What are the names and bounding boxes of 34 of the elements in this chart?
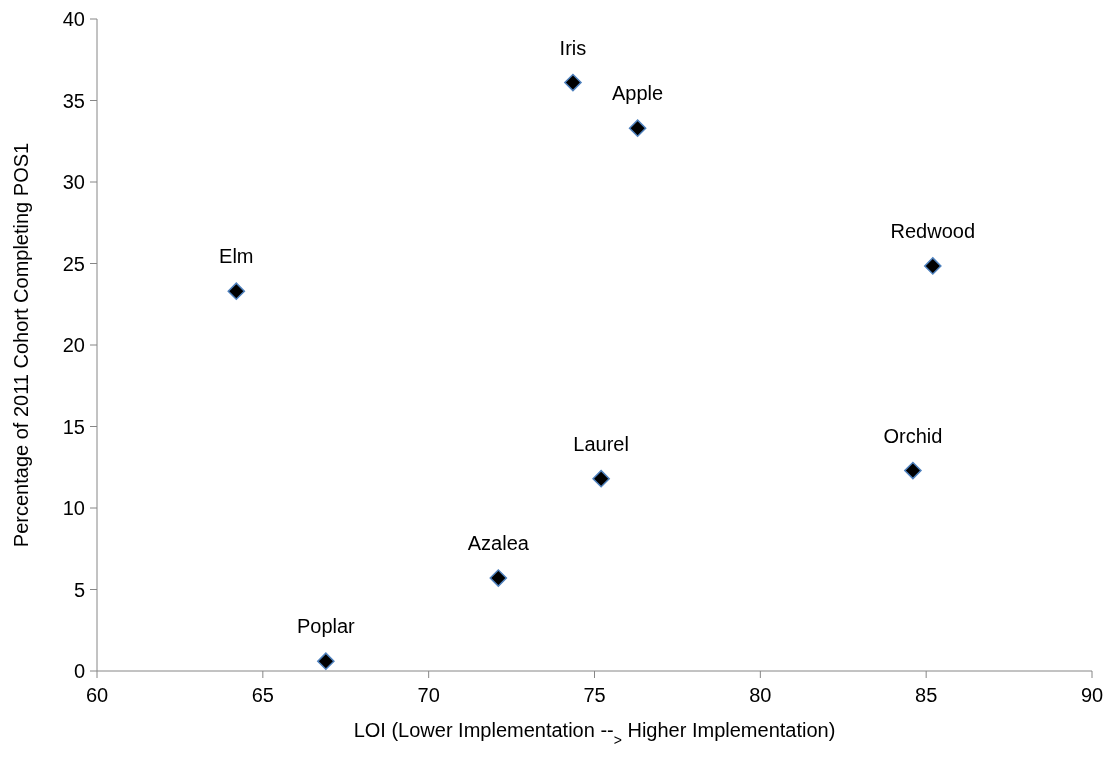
y-tick-label: 0 xyxy=(73,660,85,682)
y-tick-label: 5 xyxy=(73,578,85,601)
y-tick-label: 15 xyxy=(62,415,85,438)
x-axis-title: LOI (Lower Implementation --$_{>}$ Higher Implementation) xyxy=(353,719,836,748)
y-tick-label: 35 xyxy=(62,89,85,112)
annotation: Poplar xyxy=(296,615,356,638)
x-tick-label: 65 xyxy=(251,684,274,706)
annotation: Iris xyxy=(559,36,587,59)
point xyxy=(227,282,246,301)
y-tick-label: 10 xyxy=(62,497,85,519)
y-tick-label: 20 xyxy=(62,334,85,356)
point xyxy=(904,461,922,480)
x-tick-label: 75 xyxy=(583,684,606,706)
point xyxy=(592,469,610,488)
x-tick-label: 70 xyxy=(417,684,440,706)
x-tick-label: 90 xyxy=(1080,684,1104,706)
x-tick-label: 60 xyxy=(85,684,109,706)
annotation: Azalea xyxy=(467,532,530,555)
point xyxy=(489,569,508,587)
x-tick-label: 80 xyxy=(749,684,772,706)
y-axis-title: Percentage of 2011 Cohort Completing POS1 xyxy=(10,142,32,548)
x-tick-label: 85 xyxy=(915,684,938,706)
point xyxy=(628,119,647,138)
point xyxy=(923,257,942,275)
point xyxy=(317,652,335,671)
annotation: Orchid xyxy=(883,424,943,447)
annotation: Redwood xyxy=(890,219,976,242)
annotation: Elm xyxy=(219,245,254,268)
annotation: Apple xyxy=(612,82,664,105)
y-tick-label: 25 xyxy=(62,252,85,275)
y-tick-label: 30 xyxy=(62,171,85,193)
point xyxy=(564,73,582,92)
y-tick-label: 40 xyxy=(62,8,85,30)
annotation: Laurel xyxy=(573,432,629,455)
